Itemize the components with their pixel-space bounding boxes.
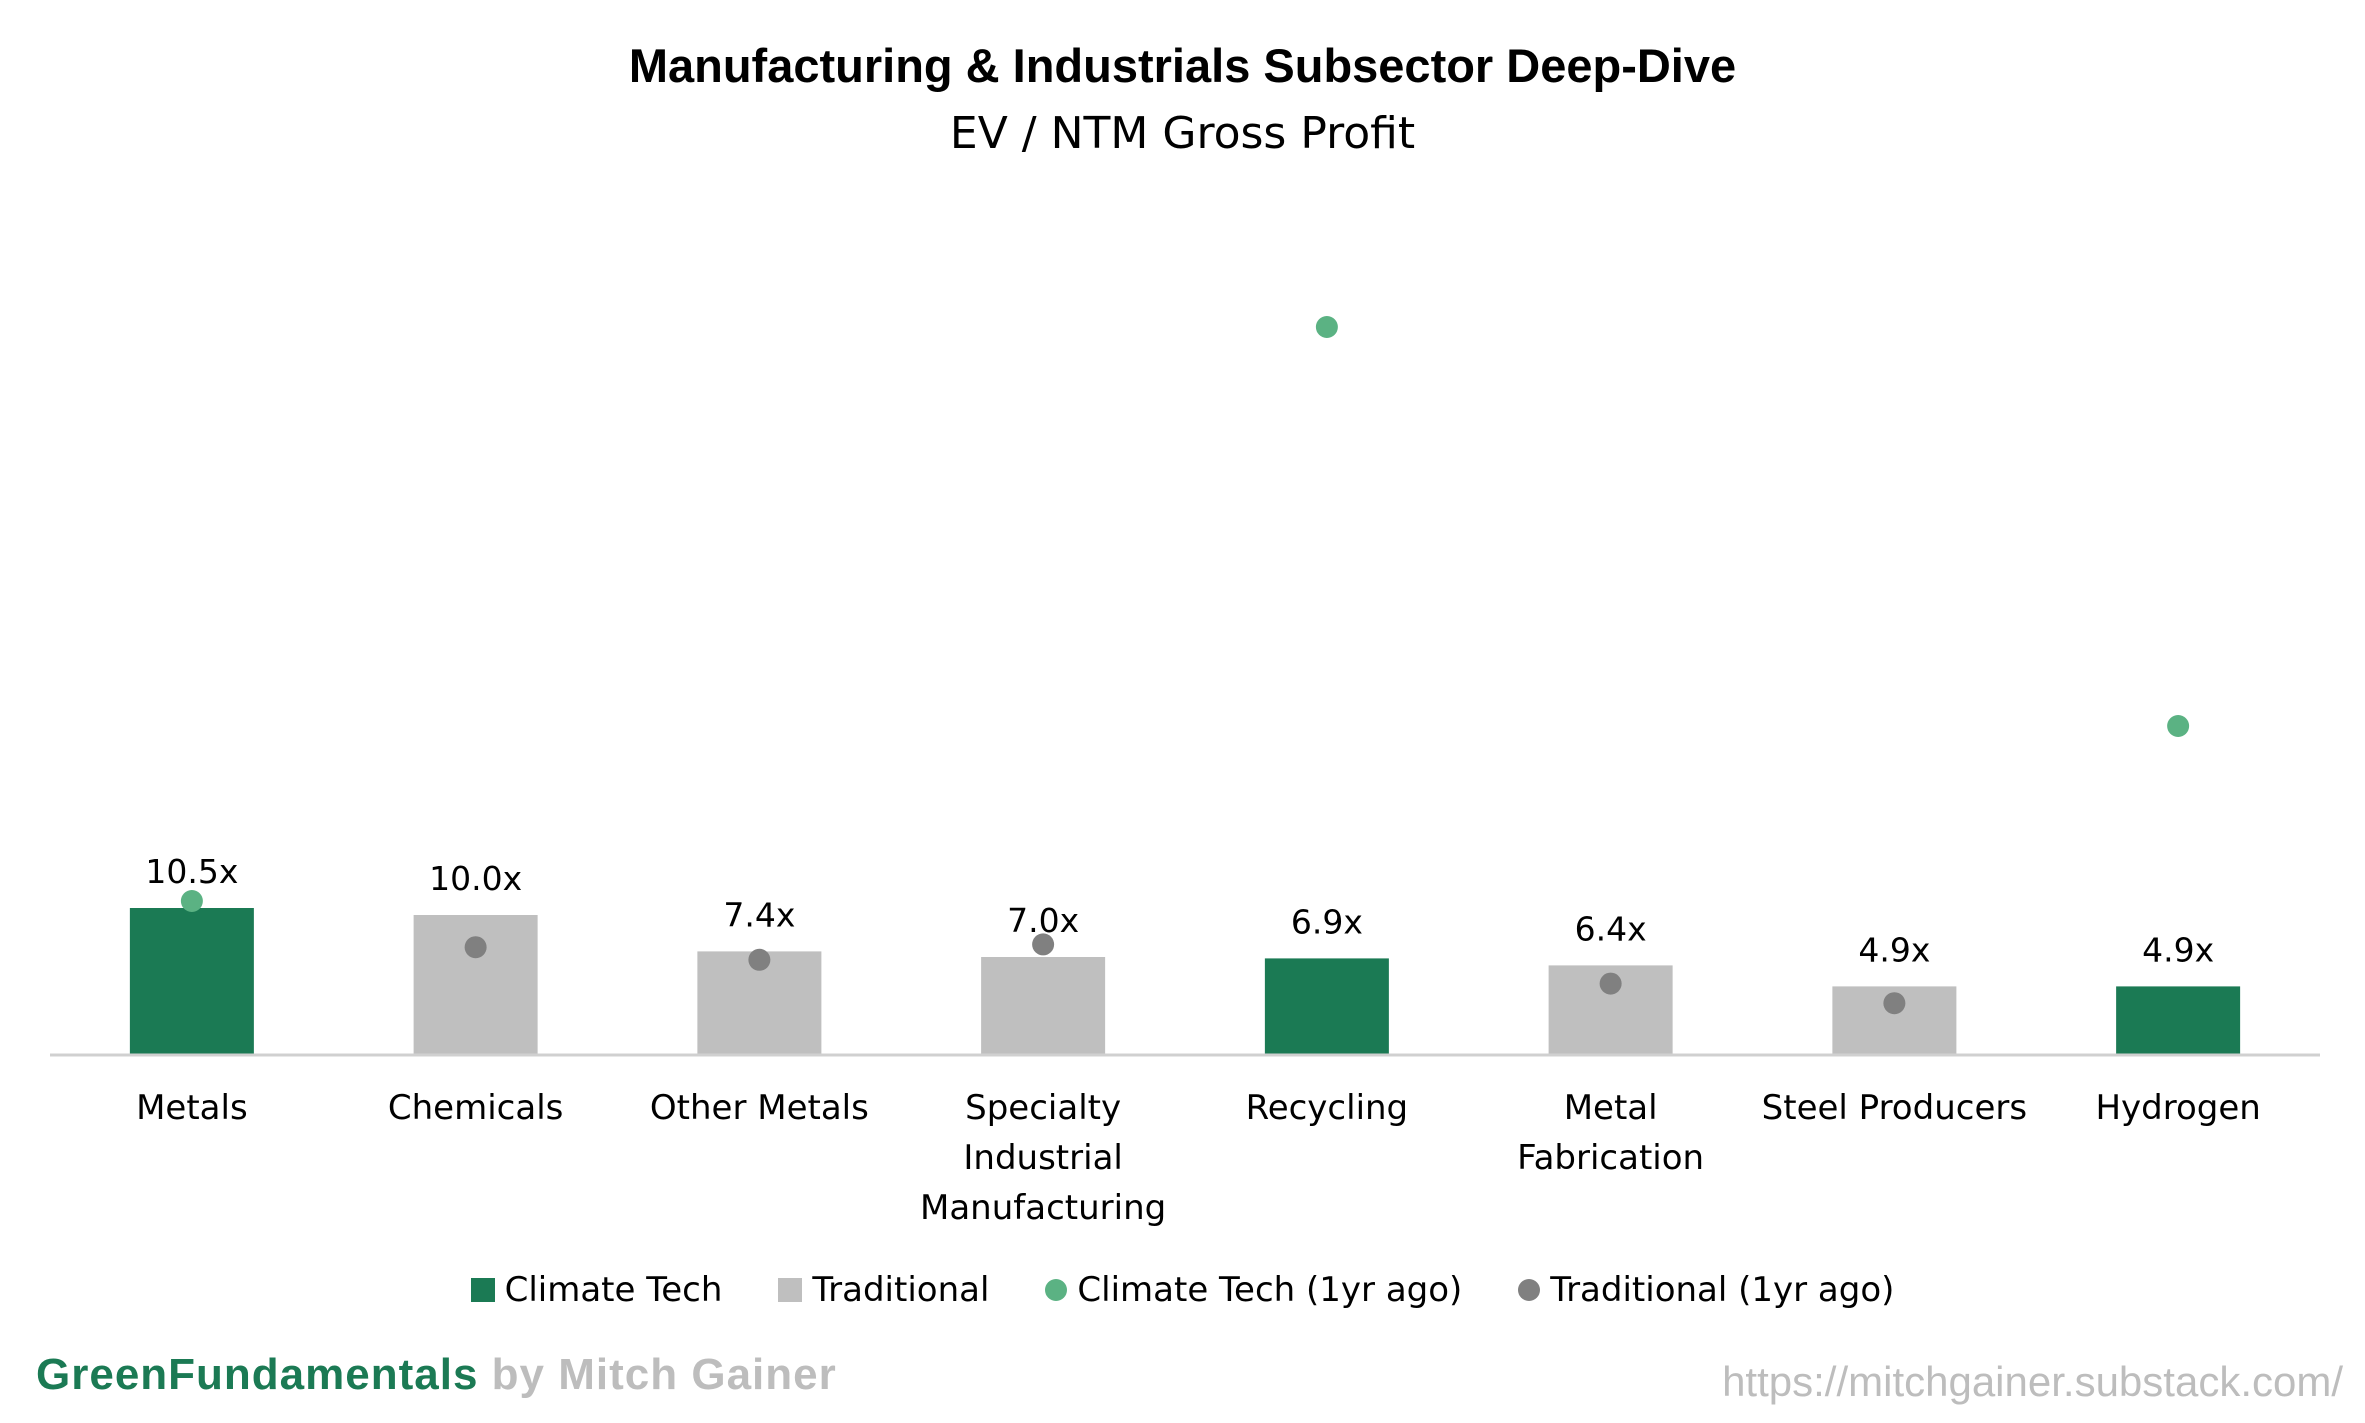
legend-swatch-climate-tech (470, 1278, 495, 1302)
tick-label-metal-fabrication: Metal Fabrication (1517, 1088, 1704, 1178)
point-1yr-ago-steel-producers (1883, 992, 1906, 1015)
point-1yr-ago-hydrogen (2167, 715, 2190, 737)
tick-label-metals: Metals (136, 1088, 248, 1128)
legend: Climate Tech Traditional Climate Tech (1… (0, 1270, 2365, 1310)
legend-item-traditional-1yr: Traditional (1yr ago) (1518, 1270, 1894, 1310)
source-url: https://mitchgainer.substack.com/ (1722, 1358, 2343, 1405)
bar-recycling (1264, 958, 1389, 1055)
legend-swatch-traditional (778, 1278, 803, 1302)
data-label-metals: 10.5x (145, 852, 238, 891)
legend-item-climate-tech-1yr: Climate Tech (1yr ago) (1045, 1270, 1462, 1310)
tick-label-other-metals: Other Metals (650, 1088, 869, 1128)
legend-swatch-climate-tech-1yr (1045, 1279, 1068, 1301)
brand-logo: GreenFundamentals by Mitch Gainer (36, 1350, 837, 1400)
tick-label-specialty-industrial-manufacturing: Specialty Industrial Manufacturing (920, 1088, 1166, 1228)
tick-label-hydrogen: Hydrogen (2095, 1088, 2260, 1128)
bar-chemicals (413, 915, 538, 1055)
brand-green: GreenFundamentals (36, 1350, 479, 1399)
point-1yr-ago-metal-fabrication (1599, 972, 1622, 995)
data-label-hydrogen: 4.9x (2142, 930, 2214, 969)
legend-label-climate-tech-1yr: Climate Tech (1yr ago) (1077, 1270, 1463, 1310)
bar-specialty-industrial-manufacturing (981, 957, 1106, 1055)
tick-label-chemicals: Chemicals (388, 1088, 563, 1128)
chart-area: 10.5x Metals 10.0x Chemicals 7.4x Other Metal… (50, 316, 2320, 1228)
data-label-steel-producers: 4.9x (1858, 930, 1930, 969)
bar-hydrogen (2116, 986, 2241, 1055)
legend-item-climate-tech: Climate Tech (470, 1270, 723, 1310)
bar-metals (129, 908, 254, 1055)
point-1yr-ago-metals (180, 890, 203, 912)
tick-label-recycling: Recycling (1246, 1088, 1409, 1128)
legend-label-traditional-1yr: Traditional (1yr ago) (1550, 1270, 1895, 1310)
data-label-other-metals: 7.4x (723, 895, 795, 934)
legend-label-traditional: Traditional (812, 1270, 990, 1310)
legend-label-climate-tech: Climate Tech (504, 1270, 723, 1310)
point-1yr-ago-specialty-industrial-manufacturing (1032, 933, 1055, 956)
point-1yr-ago-recycling (1315, 316, 1338, 338)
chart-subtitle: EV / NTM Gross Profit (949, 108, 1416, 159)
legend-swatch-traditional-1yr (1518, 1279, 1541, 1301)
point-1yr-ago-other-metals (748, 948, 771, 971)
data-label-metal-fabrication: 6.4x (1575, 909, 1647, 948)
data-label-chemicals: 10.0x (429, 859, 522, 898)
data-label-recycling: 6.9x (1291, 902, 1363, 941)
brand-gray: by Mitch Gainer (491, 1350, 837, 1399)
tick-label-steel-producers: Steel Producers (1762, 1088, 2027, 1128)
legend-item-traditional: Traditional (778, 1270, 989, 1310)
chart-title: Manufacturing & Industrials Subsector De… (628, 39, 1737, 92)
point-1yr-ago-chemicals (464, 936, 487, 959)
